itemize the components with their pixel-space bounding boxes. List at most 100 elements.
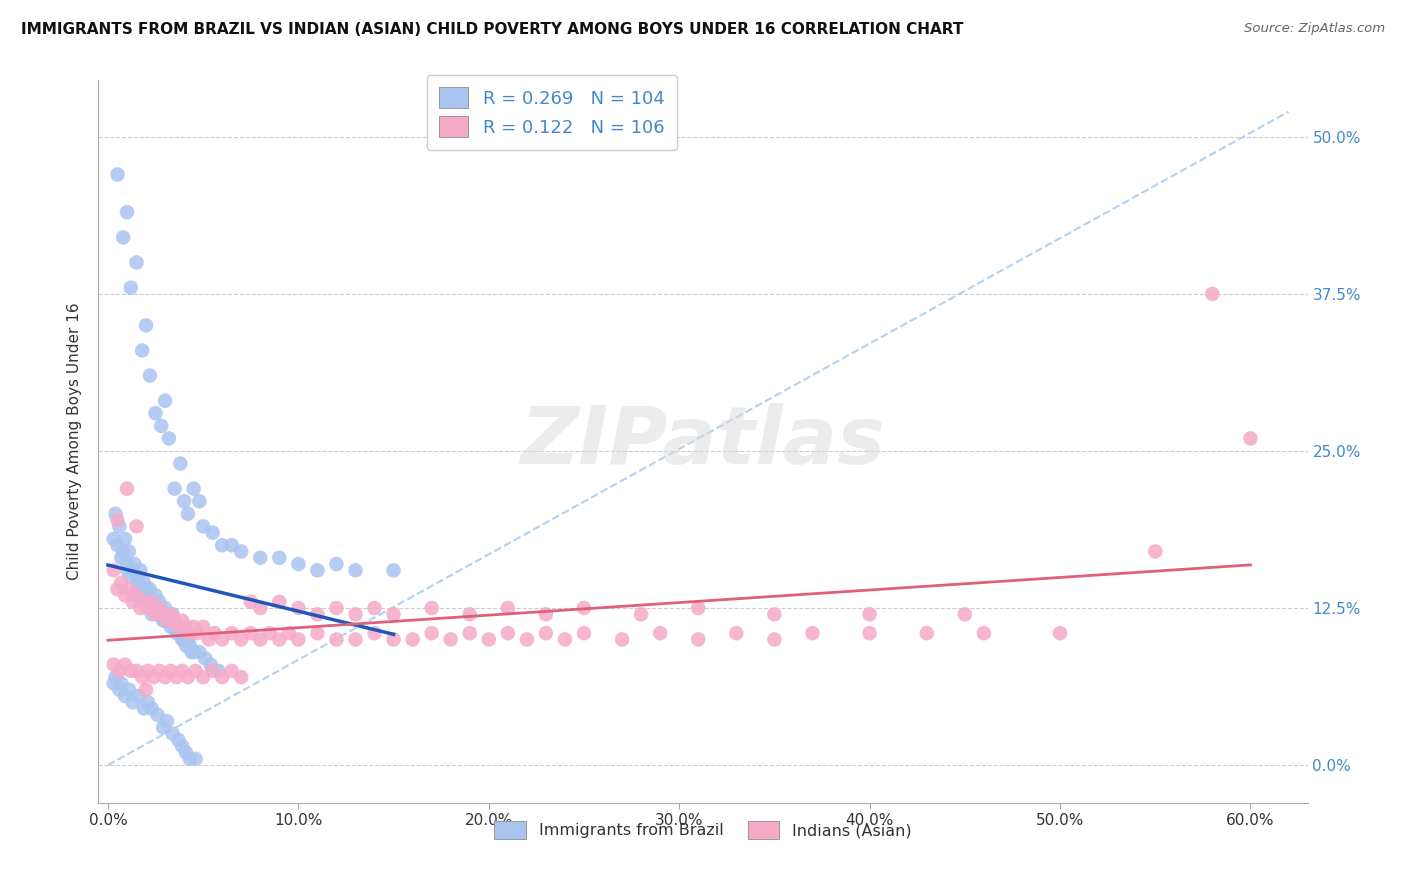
Point — [152, 607, 174, 622]
Point — [139, 368, 162, 383]
Point — [135, 318, 157, 333]
Point — [134, 575, 156, 590]
Point — [166, 670, 188, 684]
Point — [148, 664, 170, 678]
Point — [194, 651, 217, 665]
Point — [1201, 286, 1223, 301]
Point — [103, 532, 125, 546]
Point — [363, 601, 385, 615]
Point — [344, 632, 367, 647]
Point — [534, 607, 557, 622]
Point — [221, 538, 243, 552]
Point — [135, 595, 157, 609]
Point — [115, 482, 138, 496]
Point — [118, 582, 141, 597]
Point — [104, 507, 127, 521]
Point — [107, 538, 129, 552]
Point — [107, 168, 129, 182]
Point — [458, 607, 481, 622]
Point — [184, 752, 207, 766]
Point — [458, 626, 481, 640]
Point — [201, 664, 224, 678]
Point — [401, 632, 423, 647]
Text: Source: ZipAtlas.com: Source: ZipAtlas.com — [1244, 22, 1385, 36]
Point — [134, 595, 156, 609]
Point — [725, 626, 748, 640]
Point — [141, 701, 163, 715]
Point — [259, 626, 281, 640]
Point — [129, 563, 152, 577]
Point — [153, 393, 176, 408]
Point — [135, 582, 157, 597]
Point — [131, 582, 153, 597]
Point — [269, 595, 291, 609]
Point — [125, 519, 148, 533]
Point — [159, 607, 181, 622]
Point — [114, 532, 136, 546]
Point — [344, 563, 367, 577]
Point — [211, 670, 233, 684]
Point — [150, 418, 173, 433]
Point — [124, 557, 146, 571]
Point — [179, 752, 201, 766]
Point — [231, 544, 253, 558]
Point — [420, 626, 443, 640]
Point — [141, 607, 163, 622]
Legend: Immigrants from Brazil, Indians (Asian): Immigrants from Brazil, Indians (Asian) — [488, 814, 918, 846]
Point — [269, 550, 291, 565]
Point — [103, 657, 125, 672]
Point — [148, 595, 170, 609]
Point — [120, 569, 142, 583]
Point — [650, 626, 672, 640]
Point — [688, 632, 710, 647]
Point — [172, 739, 194, 754]
Point — [239, 595, 262, 609]
Point — [325, 557, 347, 571]
Point — [142, 595, 165, 609]
Point — [211, 538, 233, 552]
Point — [169, 457, 191, 471]
Point — [277, 626, 299, 640]
Point — [125, 255, 148, 269]
Point — [136, 695, 159, 709]
Point — [148, 601, 170, 615]
Point — [478, 632, 501, 647]
Point — [516, 632, 538, 647]
Point — [420, 601, 443, 615]
Point — [239, 626, 262, 640]
Point — [125, 569, 148, 583]
Text: ZIPatlas: ZIPatlas — [520, 402, 886, 481]
Point — [231, 632, 253, 647]
Point — [120, 280, 142, 294]
Point — [172, 664, 194, 678]
Point — [127, 689, 149, 703]
Point — [859, 607, 882, 622]
Point — [177, 670, 200, 684]
Point — [554, 632, 576, 647]
Point — [114, 589, 136, 603]
Point — [142, 670, 165, 684]
Point — [859, 626, 882, 640]
Point — [382, 563, 405, 577]
Point — [179, 626, 201, 640]
Point — [121, 595, 143, 609]
Point — [953, 607, 976, 622]
Point — [973, 626, 995, 640]
Point — [156, 614, 179, 628]
Point — [127, 575, 149, 590]
Point — [112, 544, 135, 558]
Point — [211, 632, 233, 647]
Point — [159, 620, 181, 634]
Point — [125, 582, 148, 597]
Point — [344, 607, 367, 622]
Point — [382, 607, 405, 622]
Point — [153, 601, 176, 615]
Point — [135, 682, 157, 697]
Point — [131, 670, 153, 684]
Point — [156, 607, 179, 622]
Point — [173, 632, 195, 647]
Point — [915, 626, 938, 640]
Point — [191, 620, 214, 634]
Point — [110, 676, 132, 690]
Point — [115, 205, 138, 219]
